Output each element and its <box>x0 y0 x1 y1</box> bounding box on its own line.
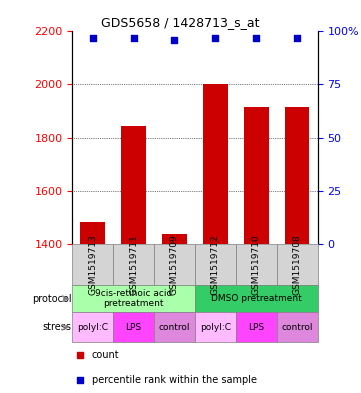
Text: polyI:C: polyI:C <box>77 323 108 332</box>
Text: LPS: LPS <box>248 323 264 332</box>
Text: GSM1519712: GSM1519712 <box>211 234 220 295</box>
Bar <box>162 234 187 244</box>
Point <box>90 35 96 41</box>
Bar <box>236 312 277 342</box>
Point <box>253 35 259 41</box>
Bar <box>195 312 236 342</box>
Point <box>77 351 82 358</box>
Text: stress: stress <box>43 322 72 332</box>
Bar <box>277 312 318 342</box>
Bar <box>72 285 195 312</box>
Bar <box>121 126 146 244</box>
Text: polyI:C: polyI:C <box>200 323 231 332</box>
Bar <box>154 244 195 285</box>
Bar <box>203 84 228 244</box>
Text: 9cis-retinoic acid
pretreatment: 9cis-retinoic acid pretreatment <box>95 289 172 309</box>
Text: GSM1519711: GSM1519711 <box>129 234 138 295</box>
Text: GSM1519709: GSM1519709 <box>170 234 179 295</box>
Point <box>77 377 82 384</box>
Point <box>213 35 218 41</box>
Text: control: control <box>159 323 190 332</box>
Point <box>131 35 136 41</box>
Bar <box>236 244 277 285</box>
Point <box>171 37 177 43</box>
Bar <box>81 222 105 244</box>
Text: GSM1519710: GSM1519710 <box>252 234 261 295</box>
Text: control: control <box>282 323 313 332</box>
Text: percentile rank within the sample: percentile rank within the sample <box>92 375 257 385</box>
Bar <box>72 312 113 342</box>
Bar <box>277 244 318 285</box>
Bar <box>285 107 309 244</box>
Bar <box>195 244 236 285</box>
Text: protocol: protocol <box>32 294 72 304</box>
Text: GSM1519708: GSM1519708 <box>293 234 302 295</box>
Bar <box>244 107 269 244</box>
Bar <box>113 244 154 285</box>
Point <box>294 35 300 41</box>
Text: GSM1519713: GSM1519713 <box>88 234 97 295</box>
Bar <box>113 312 154 342</box>
Text: GDS5658 / 1428713_s_at: GDS5658 / 1428713_s_at <box>101 16 260 29</box>
Bar <box>72 244 113 285</box>
Text: DMSO pretreatment: DMSO pretreatment <box>211 294 302 303</box>
Text: LPS: LPS <box>126 323 142 332</box>
Bar <box>195 285 318 312</box>
Text: count: count <box>92 350 119 360</box>
Bar <box>154 312 195 342</box>
